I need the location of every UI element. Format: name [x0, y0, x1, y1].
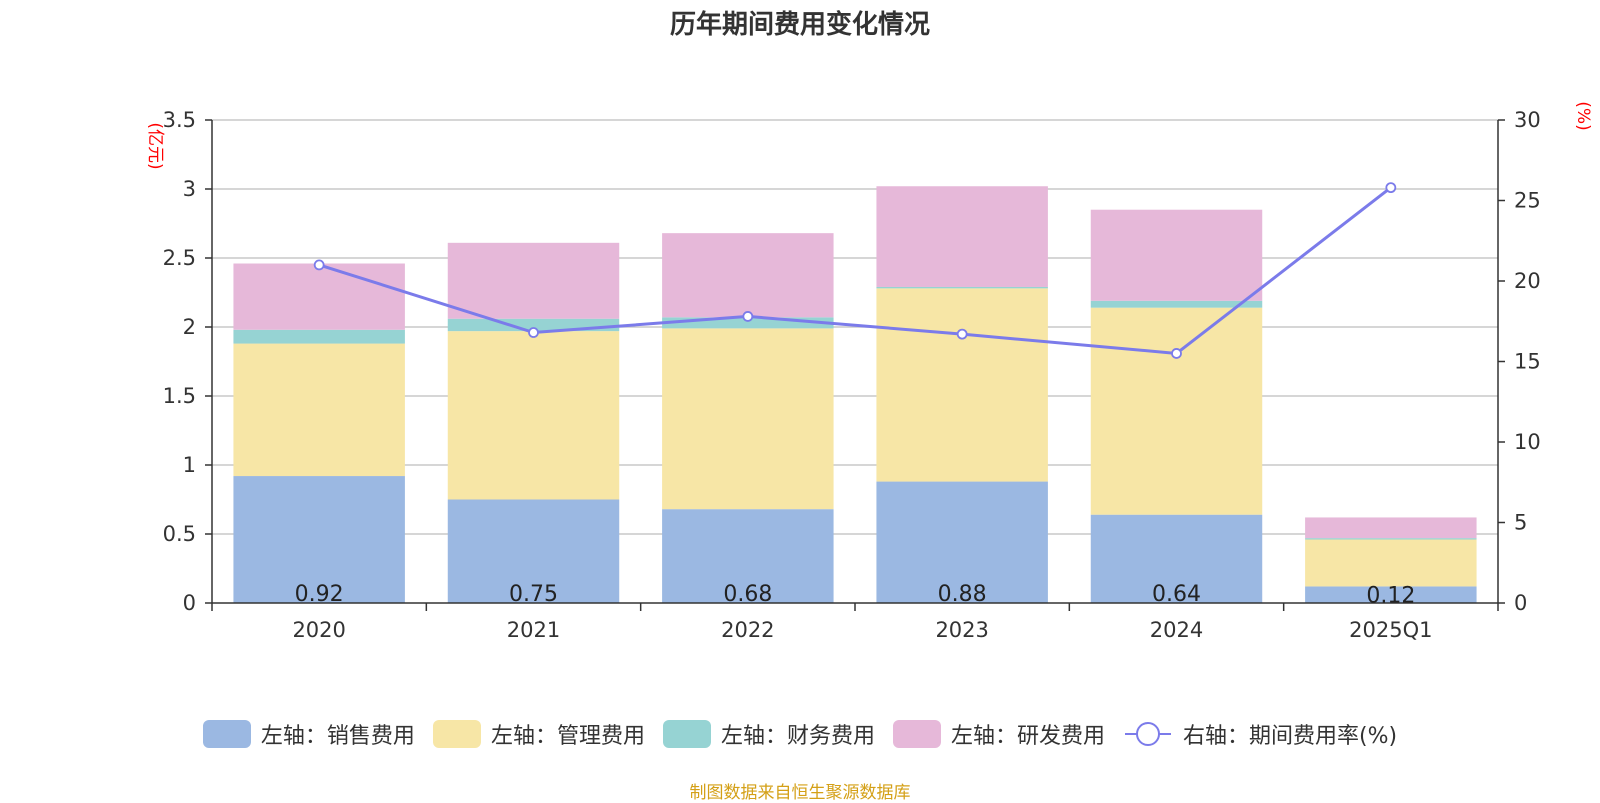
- legend-label: 左轴：销售费用: [260, 724, 415, 749]
- right-axis-tick-label: 15: [1514, 350, 1541, 374]
- legend-item[interactable]: 左轴：财务费用: [662, 718, 875, 750]
- legend-item[interactable]: 左轴：销售费用: [202, 718, 415, 750]
- bar-data-label: 0.92: [295, 582, 344, 607]
- bar-segment: [233, 343, 405, 477]
- bar-segment: [876, 186, 1048, 287]
- x-axis-category-label: 2022: [721, 618, 774, 642]
- bar-segment: [1090, 307, 1263, 515]
- legend-line-marker-icon: [1124, 722, 1171, 746]
- bar-segment: [1090, 514, 1263, 603]
- data-labels: 0.92 0.75 0.68 0.88 0.64 0.12: [295, 582, 1416, 609]
- x-axis-category-label: 2025Q1: [1349, 618, 1432, 642]
- bar-segment: [1090, 300, 1263, 308]
- bar-segment: [1305, 538, 1477, 540]
- bar-segment: [876, 286, 1048, 289]
- right-axis-tick-label: 0: [1514, 591, 1527, 615]
- right-axis-tick-label: 25: [1514, 189, 1541, 213]
- rate-line: [318, 186, 1392, 355]
- left-axis-tick-label: 0.5: [163, 522, 196, 546]
- legend-swatch: [892, 720, 941, 748]
- bar-data-label: 0.75: [509, 582, 558, 607]
- bar-segment: [1305, 539, 1477, 587]
- x-axis-category-label: 2021: [507, 618, 560, 642]
- bar-data-label: 0.88: [938, 582, 987, 607]
- x-axis-category-label: 2020: [292, 618, 345, 642]
- bar-segment: [1305, 517, 1477, 539]
- left-axis-tick-label: 1.5: [163, 384, 196, 408]
- legend-item[interactable]: 左轴：研发费用: [892, 718, 1105, 750]
- grid-lines: [212, 119, 1498, 535]
- legend: 左轴：销售费用 左轴：管理费用 左轴：财务费用 左轴：研发费用 右轴：期间费用率(%): [0, 718, 1600, 750]
- left-axis-tick-label: 3: [183, 177, 196, 201]
- bar-segment: [447, 331, 620, 500]
- legend-label: 左轴：财务费用: [720, 724, 875, 749]
- left-axis-tick-label: 3.5: [163, 108, 196, 132]
- source-note: 制图数据来自恒生聚源数据库: [689, 783, 911, 803]
- legend-label: 左轴：研发费用: [950, 724, 1105, 749]
- rate-line-point: [956, 328, 968, 340]
- bar-segment: [1305, 586, 1477, 603]
- bar-data-label: 0.64: [1152, 582, 1201, 607]
- axes: 0 0.5 1 1.5 2 2.5 3 3.5 0 5 10 15 20 25 30 (亿元) (%) 2020 2…: [145, 101, 1593, 642]
- left-axis-tick-label: 2.5: [163, 246, 196, 270]
- right-axis-tick-label: 30: [1514, 108, 1541, 132]
- bar-series: [233, 186, 1477, 603]
- bar-segment: [233, 329, 405, 344]
- bar-segment: [662, 328, 834, 510]
- bar-segment: [233, 476, 405, 603]
- rate-line-point: [313, 259, 325, 271]
- bar-segment: [662, 233, 834, 318]
- bar-segment: [876, 288, 1048, 482]
- legend-label: 左轴：管理费用: [490, 724, 645, 749]
- legend-item[interactable]: 右轴：期间费用率(%): [1123, 718, 1397, 750]
- bar-segment: [1090, 209, 1263, 301]
- rate-line-point: [528, 327, 539, 338]
- x-axis-category-label: 2024: [1150, 618, 1203, 642]
- bar-data-label: 0.12: [1366, 584, 1415, 609]
- rate-line-point: [1385, 182, 1397, 194]
- left-axis-tick-label: 1: [183, 453, 196, 477]
- rate-line-series: [313, 182, 1397, 359]
- legend-swatch: [662, 720, 711, 748]
- bar-segment: [662, 317, 834, 329]
- left-axis-tick-label: 2: [183, 315, 196, 339]
- left-axis-tick-label: 0: [183, 591, 196, 615]
- bar-data-label: 0.68: [723, 582, 772, 607]
- legend-swatch: [202, 720, 251, 748]
- legend-swatch: [432, 720, 481, 748]
- left-axis-unit: (亿元): [145, 122, 165, 169]
- rate-line-point: [1171, 348, 1182, 359]
- legend-item[interactable]: 左轴：管理费用: [432, 718, 645, 750]
- x-axis-category-label: 2023: [935, 618, 988, 642]
- bar-segment: [233, 263, 405, 330]
- right-axis-tick-label: 10: [1514, 430, 1541, 454]
- legend-circle: [1135, 722, 1160, 746]
- legend-label: 右轴：期间费用率(%): [1182, 724, 1398, 749]
- chart-title: 历年期间费用变化情况: [669, 10, 930, 40]
- right-axis-tick-label: 5: [1514, 511, 1527, 535]
- right-axis-unit: (%): [1573, 101, 1593, 130]
- bar-segment: [876, 481, 1048, 603]
- right-axis-tick-label: 20: [1514, 269, 1541, 293]
- bar-segment: [447, 242, 620, 319]
- bar-segment: [662, 509, 834, 603]
- bar-segment: [447, 499, 620, 603]
- rate-line-point: [742, 311, 754, 322]
